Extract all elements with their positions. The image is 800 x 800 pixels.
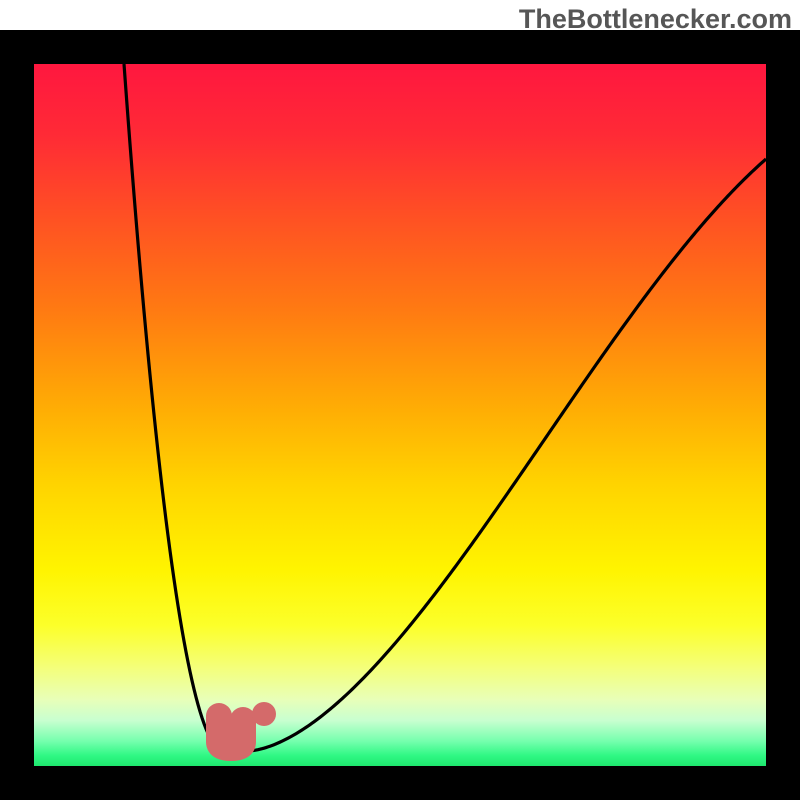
plot-area [34, 64, 766, 766]
marker-u-shape [219, 716, 243, 748]
plot-svg [34, 64, 766, 766]
marker-dot [252, 702, 276, 726]
gradient-background [34, 64, 766, 766]
stage: TheBottlenecker.com [0, 0, 800, 800]
watermark-text: TheBottlenecker.com [519, 4, 792, 35]
